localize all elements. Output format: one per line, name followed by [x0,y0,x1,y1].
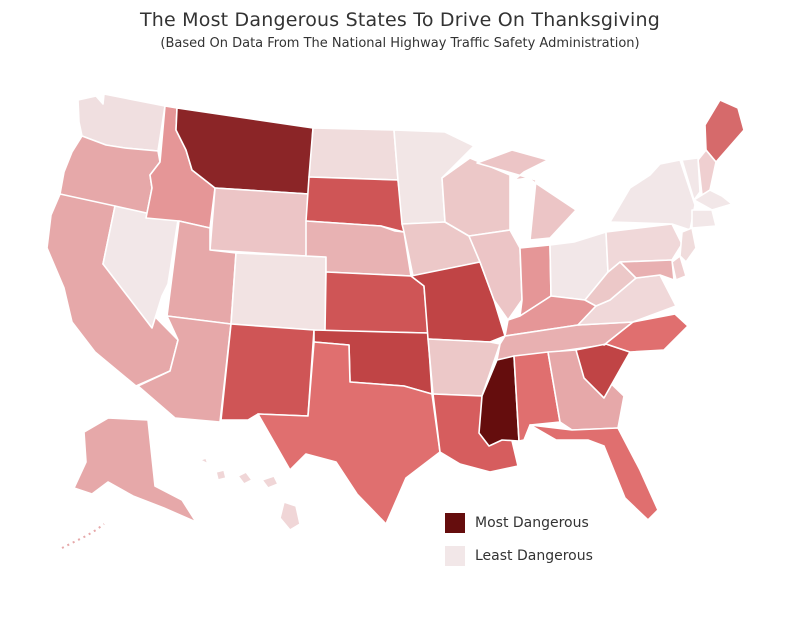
legend-swatch-most [445,513,465,533]
state-md [619,259,675,281]
legend-label-least: Least Dangerous [475,548,593,564]
state-ny [609,159,696,231]
state-il [468,229,523,321]
state-ar [427,338,501,397]
state-fl [529,424,659,521]
state-de [671,255,687,281]
state-wy [209,187,310,257]
state-ak [73,417,197,523]
state-sc [575,343,631,399]
state-vt [681,157,701,201]
state-nd [308,127,399,181]
state-ma [693,189,733,211]
legend-swatch-least [445,546,465,566]
state-nj [679,227,697,263]
state-sd [305,176,405,233]
map-subtitle: (Based On Data From The National Highway… [160,36,640,51]
state-mi [476,149,577,241]
state-ak-islands [61,523,105,549]
state-ks [324,271,429,334]
state-me [704,99,745,163]
state-hi [199,457,301,531]
state-ms [478,355,520,447]
state-nh [697,149,717,196]
map-title: The Most Dangerous States To Drive On Th… [139,9,661,31]
state-nc [603,313,689,353]
state-tx [257,341,441,525]
legend-label-most: Most Dangerous [475,515,589,531]
state-ct [691,209,717,229]
state-nm [220,323,315,421]
state-co [230,252,327,332]
